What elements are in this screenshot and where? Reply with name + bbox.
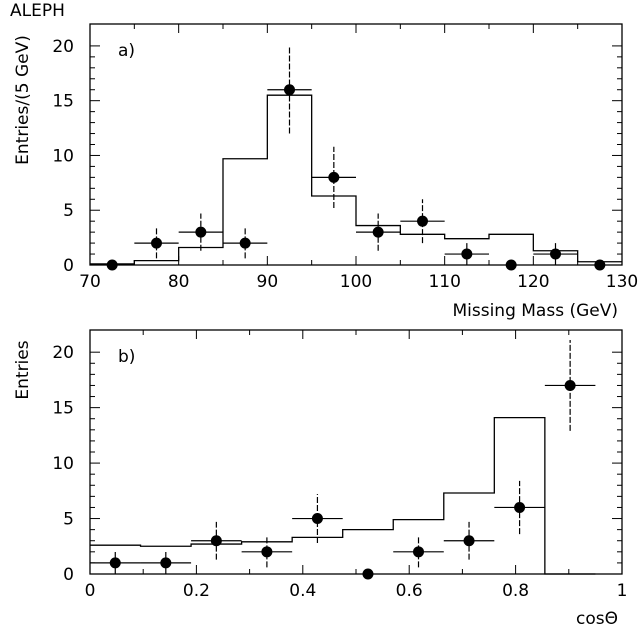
x-tick-label: 0.6 xyxy=(396,581,423,601)
y-tick-label: 20 xyxy=(52,343,74,363)
mc-histogram xyxy=(90,94,622,265)
data-point xyxy=(109,557,121,569)
data-point xyxy=(550,248,561,260)
y-axis-label: Entries/(5 GeV) xyxy=(13,35,33,165)
data-point xyxy=(284,84,295,96)
x-tick-label: 100 xyxy=(340,272,372,292)
data-point xyxy=(463,535,475,547)
plot-frame xyxy=(89,23,623,266)
data-point xyxy=(372,226,384,238)
data-point xyxy=(106,259,118,271)
y-tick-label: 0 xyxy=(63,256,74,276)
y-tick-label: 5 xyxy=(63,201,74,221)
data-point xyxy=(195,226,207,238)
x-tick-label: 80 xyxy=(168,272,190,292)
data-point xyxy=(413,546,425,558)
data-point xyxy=(210,535,222,547)
y-tick-label: 5 xyxy=(63,510,74,530)
data-point xyxy=(564,379,576,391)
data-point xyxy=(461,248,473,260)
x-tick-label: 120 xyxy=(517,272,549,292)
panel-a: 70 80 90 100 110 120 130 0 5 10 15 20 a) Missing Mass… xyxy=(13,23,638,321)
x-tick-label: 90 xyxy=(257,272,279,292)
panel-label: a) xyxy=(118,41,135,61)
y-tick-label: 20 xyxy=(52,37,74,57)
y-tick-label: 15 xyxy=(52,92,74,112)
x-tick-label: 1 xyxy=(617,581,628,601)
x-tick-label: 0 xyxy=(85,581,96,601)
data-point xyxy=(417,215,428,227)
y-tick-label: 0 xyxy=(63,565,74,585)
y-tick-label: 15 xyxy=(52,399,74,419)
x-tick-label: 130 xyxy=(606,272,638,292)
x-tick-label: 70 xyxy=(79,272,101,292)
x-tick-label: 0.4 xyxy=(289,581,316,601)
x-tick-label: 0.8 xyxy=(502,581,529,601)
mc-histogram xyxy=(90,416,596,575)
x-axis-label: cosΘ xyxy=(576,609,618,629)
data-point xyxy=(261,546,273,558)
x-axis-label: Missing Mass (GeV) xyxy=(452,301,618,321)
plot-frame xyxy=(89,329,623,575)
y-axis-label: Entries xyxy=(13,340,33,399)
data-point xyxy=(160,557,172,569)
experiment-label: ALEPH xyxy=(10,1,65,21)
y-tick-label: 10 xyxy=(52,454,74,474)
x-tick-label: 110 xyxy=(428,272,460,292)
data-point xyxy=(362,568,374,580)
x-tick-label: 0.2 xyxy=(183,581,210,601)
data-point xyxy=(594,259,606,271)
data-point xyxy=(328,171,340,183)
y-tick-label: 10 xyxy=(52,146,74,166)
panel-label: b) xyxy=(118,347,135,367)
data-point xyxy=(514,501,526,513)
data-point xyxy=(311,513,323,525)
data-point xyxy=(151,237,162,249)
data-point xyxy=(505,259,517,271)
data-point xyxy=(239,237,251,249)
